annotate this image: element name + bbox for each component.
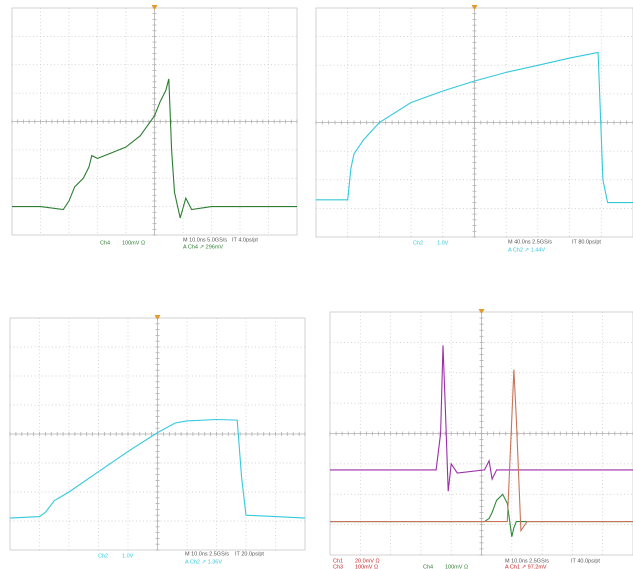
scope-panel: Ch2 1.0V M 40.0ns 2.5GS/s IT 80.0ps/pt A Ch2… xyxy=(315,5,633,253)
readout: A Ch2 ↗ 1.44V xyxy=(508,247,545,253)
readout: Ch4 xyxy=(423,564,433,569)
readout: Ch3 xyxy=(333,564,343,569)
readout: M 40.0ns 2.5GS/s xyxy=(508,239,552,245)
readout: Ch1 xyxy=(333,558,343,564)
trace xyxy=(12,78,297,219)
trigger-marker xyxy=(151,5,158,10)
trace xyxy=(330,369,633,533)
trace xyxy=(9,418,306,519)
readout: IT 20.0ps/pt xyxy=(235,551,264,557)
readout: Ch4 xyxy=(100,240,110,246)
trace xyxy=(330,345,633,492)
readout: M 10.0ns 5.0GS/s xyxy=(183,237,227,243)
readout: 20.0mV Ω xyxy=(355,558,380,564)
scope-panel: Ch1 20.0mV Ω Ch3 100mV Ω Ch4 100mV Ω M 10.0ns … xyxy=(329,309,633,569)
readout: 1.0V xyxy=(437,240,449,246)
readout: IT 40.0ps/pt xyxy=(571,558,600,564)
scope-panel: Ch2 1.0V M 10.0ns 2.5GS/s IT 20.0ps/pt A Ch2… xyxy=(9,315,306,565)
scope-panel: Ch4 100mV Ω M 10.0ns 5.0GS/s IT 4.0ps/pt A C… xyxy=(11,5,298,250)
readout: Ch2 xyxy=(413,240,423,246)
readout: 100mV Ω xyxy=(122,240,145,246)
readout: 100mV Ω xyxy=(355,564,378,569)
readout: IT 4.0ps/pt xyxy=(232,237,258,243)
readout: M 10.0ns 2.5GS/s xyxy=(185,551,229,557)
trigger-marker xyxy=(471,5,478,10)
readout: Ch2 xyxy=(98,553,108,559)
readout: 1.0V xyxy=(122,553,134,559)
readout: M 10.0ns 2.5GS/s xyxy=(505,558,549,564)
trace xyxy=(316,51,633,204)
readout: IT 80.0ps/pt xyxy=(572,239,601,245)
readout: A Ch1 ↗ 97.2mV xyxy=(505,564,547,569)
trigger-marker xyxy=(478,309,485,314)
readout: A Ch4 ↗ 296mV xyxy=(183,244,223,250)
readout: A Ch2 ↗ 1.36V xyxy=(185,559,222,565)
trigger-marker xyxy=(154,315,161,320)
readout: 100mV Ω xyxy=(445,564,468,569)
